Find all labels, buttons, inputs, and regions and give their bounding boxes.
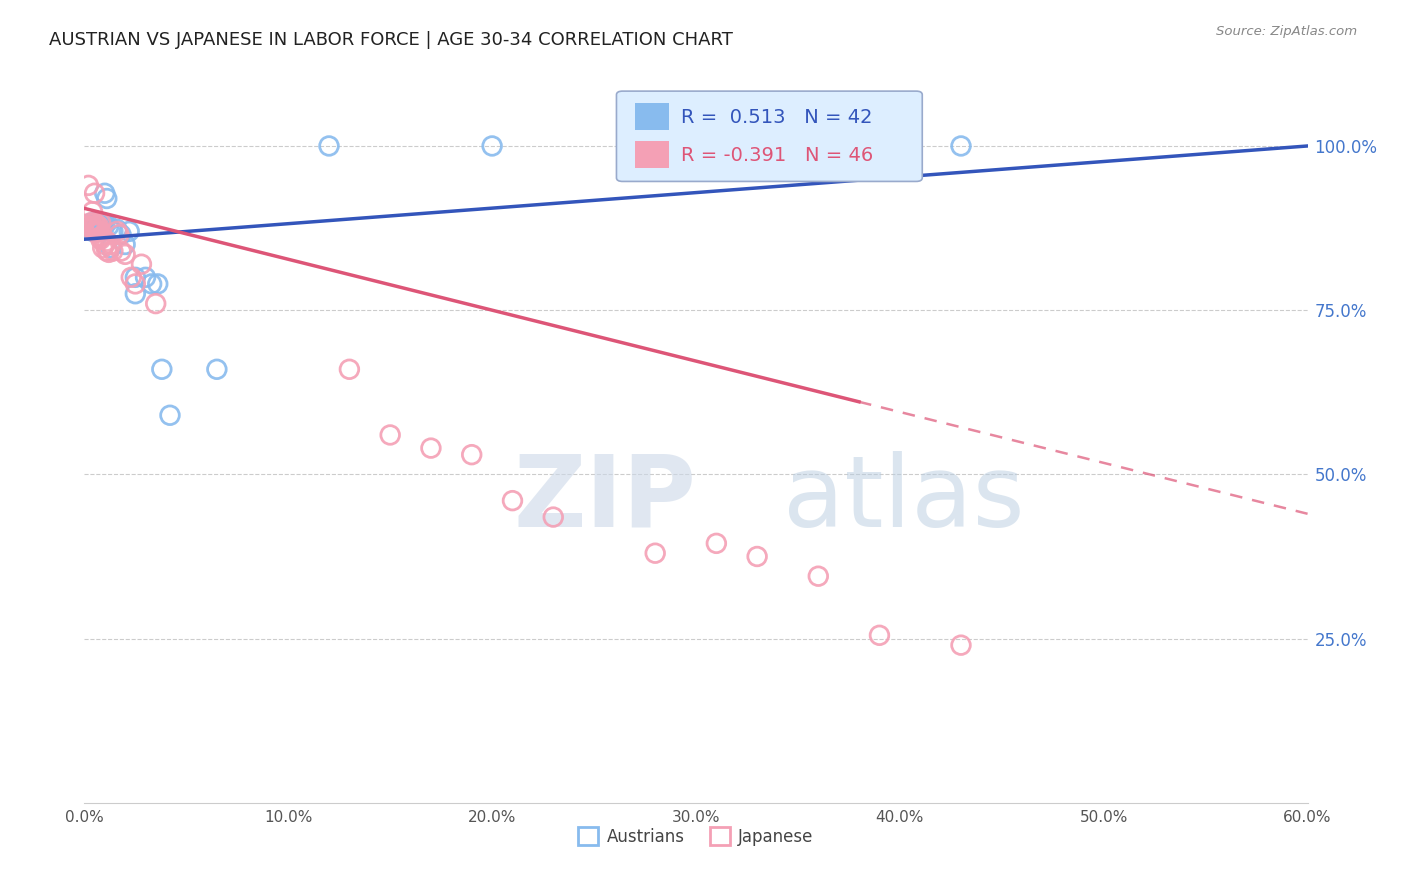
Point — [124, 277, 146, 291]
Point — [110, 244, 132, 258]
Point — [461, 448, 484, 462]
Point — [502, 493, 524, 508]
Point — [86, 218, 108, 232]
Point — [100, 237, 122, 252]
Point — [135, 270, 157, 285]
Point — [91, 216, 114, 230]
Point — [97, 245, 120, 260]
Point — [339, 362, 361, 376]
Point — [205, 362, 228, 376]
Point — [131, 257, 153, 271]
Point — [124, 286, 146, 301]
Point — [96, 244, 118, 258]
Point — [79, 221, 101, 235]
Point — [807, 569, 830, 583]
Point — [90, 216, 112, 230]
Point — [543, 510, 565, 524]
Point — [77, 178, 100, 193]
Point — [93, 217, 115, 231]
Point — [82, 224, 104, 238]
Point — [86, 226, 108, 240]
Point — [87, 217, 110, 231]
Point — [86, 219, 108, 233]
Point — [90, 221, 112, 235]
Point — [87, 219, 110, 233]
Point — [82, 219, 104, 233]
Point — [108, 227, 131, 242]
Point — [90, 224, 112, 238]
Point — [150, 362, 173, 376]
Point — [87, 219, 110, 233]
Text: atlas: atlas — [783, 450, 1025, 548]
Point — [101, 224, 124, 238]
Bar — [636, 141, 669, 168]
Point — [79, 221, 101, 235]
Point — [96, 192, 118, 206]
Point — [644, 546, 666, 560]
Point — [87, 214, 110, 228]
Point — [91, 241, 114, 255]
Point — [83, 224, 105, 238]
Point — [950, 139, 973, 153]
Point — [141, 277, 163, 291]
Point — [83, 221, 105, 235]
Point — [146, 277, 169, 291]
Text: AUSTRIAN VS JAPANESE IN LABOR FORCE | AGE 30-34 CORRELATION CHART: AUSTRIAN VS JAPANESE IN LABOR FORCE | AG… — [49, 31, 733, 49]
Point — [380, 428, 402, 442]
Point — [706, 536, 728, 550]
Point — [159, 409, 181, 423]
Point — [79, 217, 101, 231]
Text: R =  0.513   N = 42: R = 0.513 N = 42 — [682, 108, 873, 127]
FancyBboxPatch shape — [616, 91, 922, 181]
Point — [90, 218, 112, 232]
Point — [86, 216, 108, 230]
Point — [82, 219, 104, 233]
Point — [118, 224, 141, 238]
Point — [93, 186, 115, 201]
Point — [83, 186, 105, 201]
Point — [82, 204, 104, 219]
Point — [869, 628, 891, 642]
Text: R = -0.391   N = 46: R = -0.391 N = 46 — [682, 146, 873, 165]
Point — [101, 244, 124, 258]
Point — [747, 139, 769, 153]
Point — [110, 227, 132, 242]
Point — [83, 216, 105, 230]
Point — [124, 270, 146, 285]
Point — [90, 232, 112, 246]
Point — [318, 139, 340, 153]
Point — [481, 139, 503, 153]
Point — [105, 222, 128, 236]
Bar — [636, 103, 669, 129]
Point — [950, 638, 973, 652]
Point — [96, 234, 118, 248]
Point — [91, 219, 114, 233]
Point — [83, 219, 105, 233]
Text: Source: ZipAtlas.com: Source: ZipAtlas.com — [1216, 25, 1357, 38]
Point — [120, 270, 142, 285]
Point — [77, 218, 100, 232]
Point — [90, 229, 112, 244]
Point — [105, 224, 128, 238]
Text: ZIP: ZIP — [513, 450, 696, 548]
Point — [86, 221, 108, 235]
Point — [79, 216, 101, 230]
Point — [86, 224, 108, 238]
Point — [86, 218, 108, 232]
Point — [77, 219, 100, 233]
Point — [87, 224, 110, 238]
Point — [83, 218, 105, 232]
Point — [93, 237, 115, 252]
Point — [145, 296, 167, 310]
Point — [83, 219, 105, 233]
Point — [100, 241, 122, 255]
Legend: Austrians, Japanese: Austrians, Japanese — [572, 821, 820, 852]
Point — [114, 237, 136, 252]
Point — [420, 441, 443, 455]
Point — [97, 219, 120, 233]
Point — [747, 549, 769, 564]
Point — [114, 247, 136, 261]
Point — [82, 216, 104, 230]
